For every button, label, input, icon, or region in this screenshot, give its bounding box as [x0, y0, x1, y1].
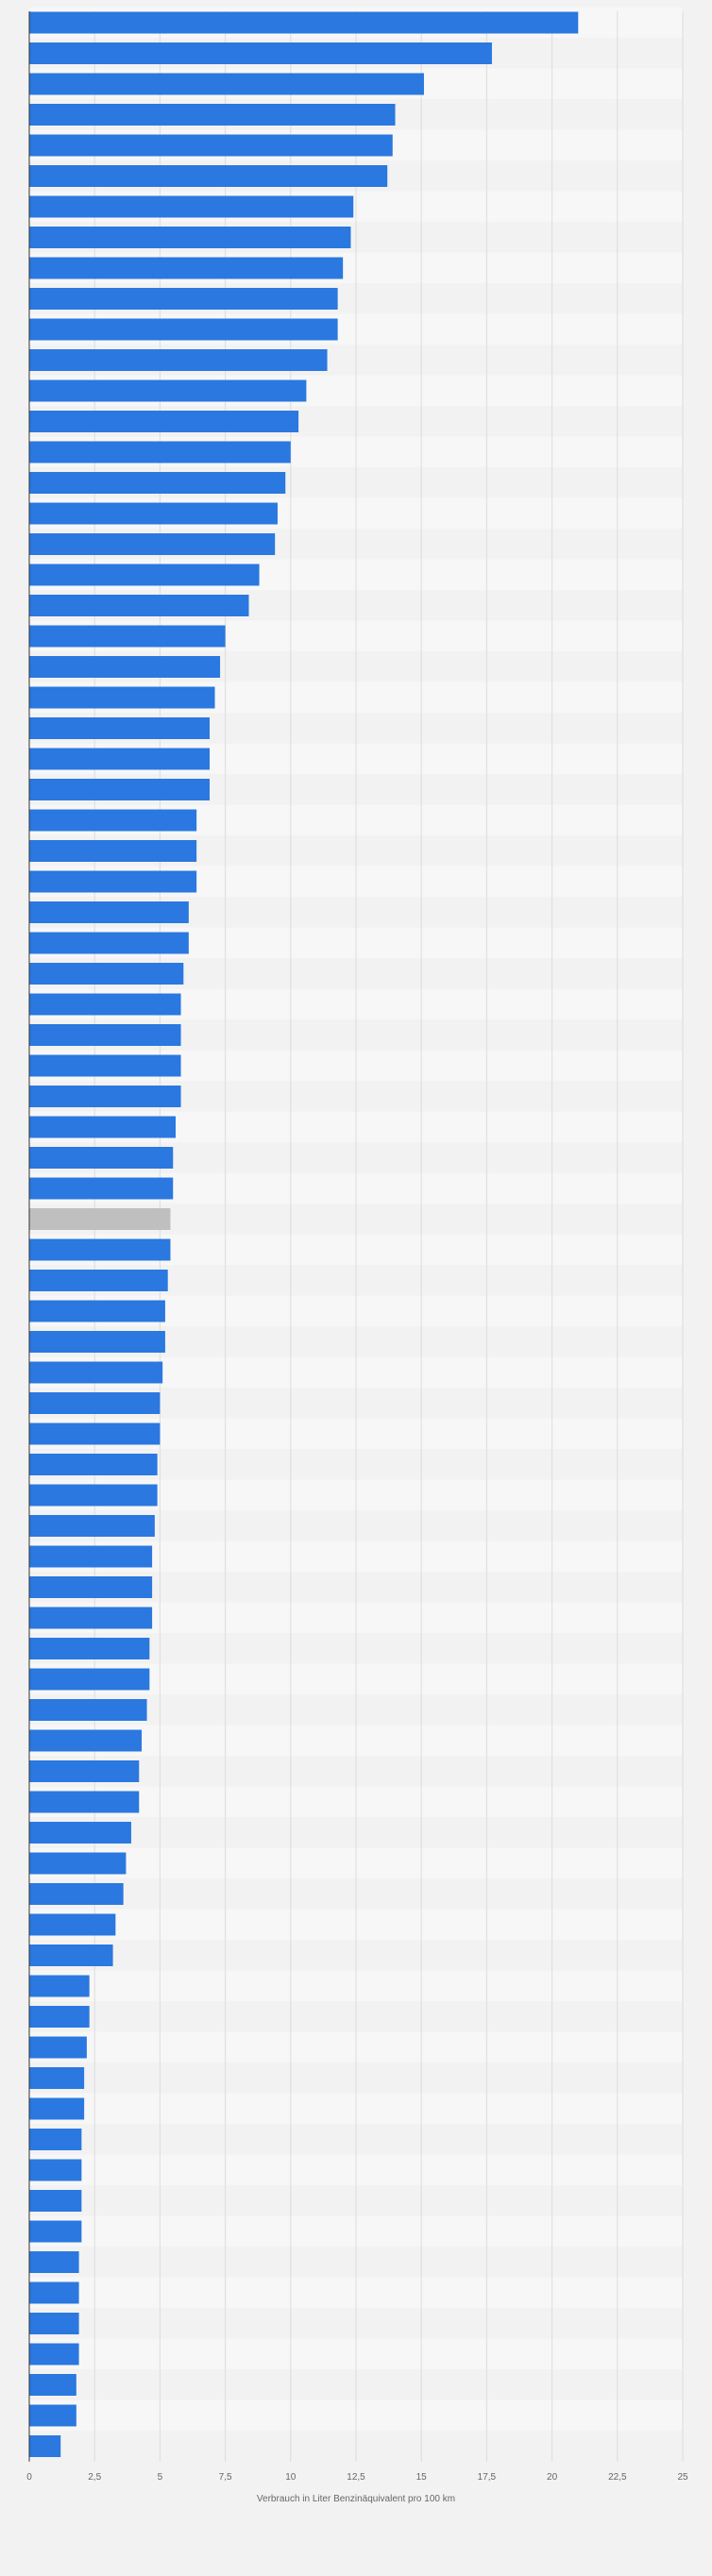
bar: [29, 2343, 79, 2366]
bar: [29, 1699, 147, 1721]
bar: [29, 2006, 90, 2028]
bar: [29, 840, 197, 862]
bar: [29, 349, 328, 371]
bar: [29, 656, 221, 678]
bar: [29, 2220, 82, 2243]
bar: [29, 1515, 155, 1537]
bar: [29, 195, 354, 218]
bar: [29, 1791, 140, 1813]
bar: [29, 1392, 161, 1414]
bar: [29, 1177, 174, 1200]
bar: [29, 1760, 140, 1782]
x-tick-label: 10: [285, 2472, 297, 2483]
bar: [29, 1576, 153, 1598]
x-tick-label: 17,5: [478, 2472, 497, 2483]
x-tick-label: 12,5: [347, 2472, 365, 2483]
bar: [29, 717, 210, 739]
bar: [29, 1945, 113, 1966]
bar: [29, 1423, 161, 1445]
bar: [29, 257, 344, 279]
bar: [29, 1607, 153, 1629]
bar: [29, 1270, 168, 1291]
x-axis-title: Verbrauch in Liter Benzinäquivalent pro …: [257, 2494, 455, 2504]
x-axis-ticks: 0 2,5 5 7,5 10 12,5 15 17,5 20 22,5 25: [26, 2472, 688, 2483]
bar: [29, 779, 210, 800]
bar: [29, 2374, 76, 2396]
bar: [29, 165, 388, 187]
bar: [29, 2067, 85, 2089]
x-tick-label: 0: [26, 2472, 32, 2483]
bar: [29, 1147, 174, 1169]
bar: [29, 472, 286, 494]
bar: [29, 932, 189, 954]
bar: [29, 901, 189, 923]
bar: [29, 2159, 82, 2181]
bar: [29, 441, 291, 463]
x-tick-label: 15: [416, 2472, 428, 2483]
x-tick-label: 2,5: [88, 2472, 101, 2483]
bar: [29, 1638, 150, 1659]
bar: [29, 1116, 177, 1138]
bar: [29, 1054, 181, 1077]
bar: [29, 1852, 127, 1875]
bar: [29, 2036, 87, 2059]
bar: [29, 2281, 79, 2304]
bar: [29, 748, 210, 770]
bar: [29, 1668, 150, 1691]
bar: [29, 1883, 124, 1905]
bar: [29, 870, 197, 893]
bar: [29, 502, 278, 525]
bar: [29, 533, 276, 555]
x-tick-label: 5: [158, 2472, 163, 2483]
bar: [29, 227, 351, 248]
bar: [29, 288, 338, 310]
bar: [29, 379, 307, 402]
bar: [29, 2097, 85, 2120]
bar: [29, 963, 184, 985]
bar: [29, 1300, 165, 1322]
bar: [29, 2190, 82, 2212]
bar: [29, 2404, 76, 2427]
bar: [29, 1024, 181, 1046]
x-tick-label: 22,5: [608, 2472, 627, 2483]
x-tick-label: 7,5: [219, 2472, 232, 2483]
bar: [29, 2313, 79, 2334]
bar: [29, 1822, 131, 1844]
bar: [29, 686, 215, 709]
bar: [29, 104, 396, 126]
bar: [29, 2129, 82, 2150]
bar: [29, 134, 393, 157]
bar: [29, 1238, 171, 1261]
bar: [29, 11, 579, 34]
bar: [29, 1975, 90, 1997]
bar: [29, 809, 197, 832]
bar: [29, 73, 424, 95]
bar: [29, 1208, 171, 1230]
bar: [29, 993, 181, 1016]
bar: [29, 2435, 61, 2457]
bar: [29, 1454, 158, 1475]
bar: [29, 595, 249, 616]
bars: [29, 11, 579, 2457]
bar: [29, 564, 260, 586]
bar: [29, 1331, 165, 1353]
bar: [29, 42, 492, 64]
x-tick-label: 20: [547, 2472, 558, 2483]
bar: [29, 411, 299, 432]
bar: [29, 1484, 158, 1507]
x-tick-label: 25: [677, 2472, 688, 2483]
bar: [29, 1361, 163, 1384]
bar: [29, 1086, 181, 1107]
bar: [29, 318, 338, 341]
bar: [29, 1545, 153, 1568]
bar: [29, 2251, 79, 2273]
bar: [29, 625, 226, 648]
bar: [29, 1913, 116, 1936]
bar: [29, 1729, 143, 1752]
